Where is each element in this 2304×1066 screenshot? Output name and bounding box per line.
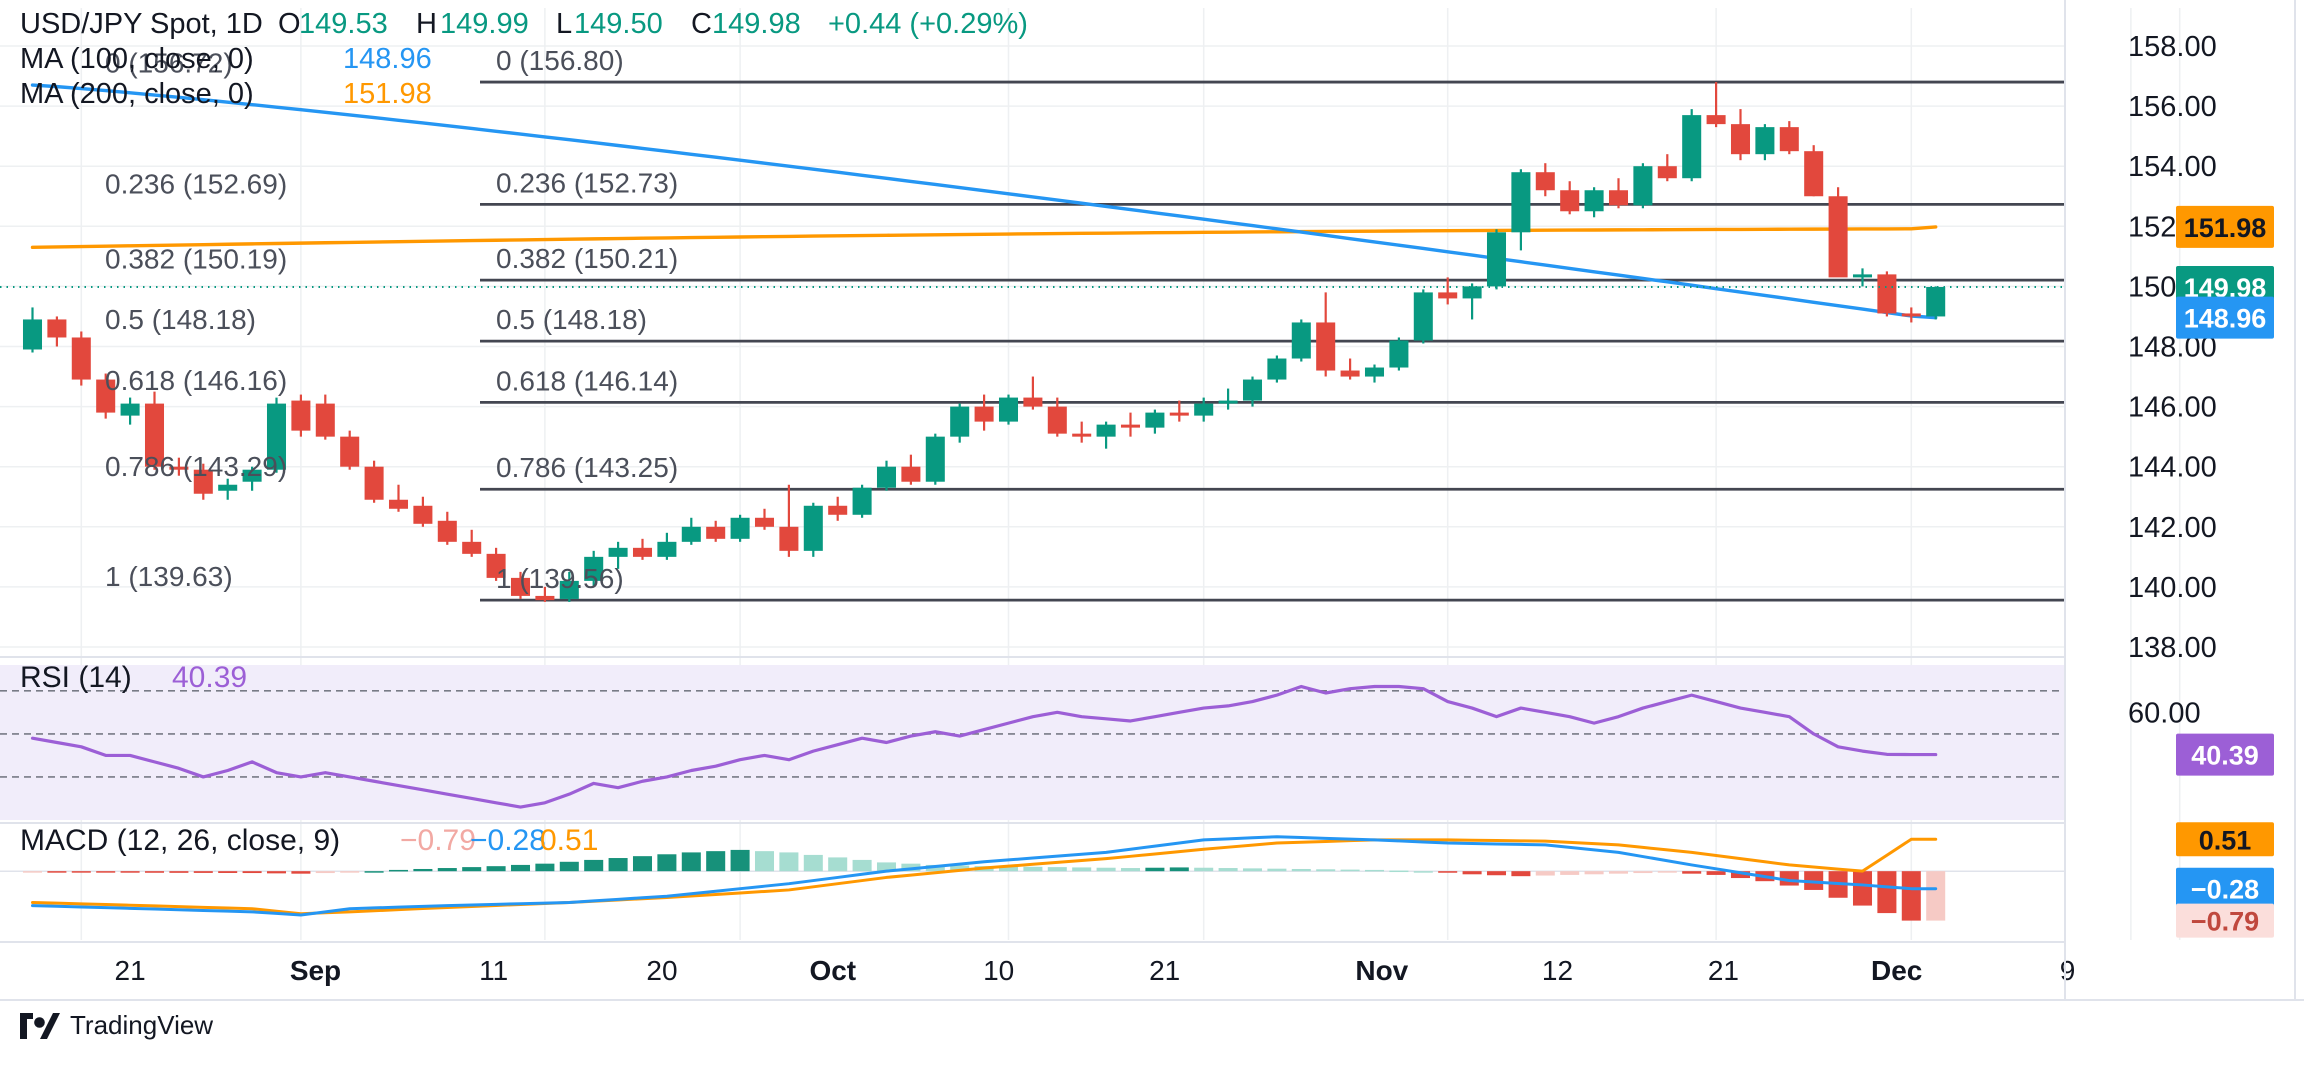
svg-text:149.98: 149.98 [712,8,801,40]
svg-text:1 (139.63): 1 (139.63) [105,561,233,592]
svg-text:21: 21 [1149,955,1180,986]
svg-text:0.5 (148.18): 0.5 (148.18) [105,304,256,335]
svg-text:149.50: 149.50 [574,8,663,40]
svg-text:140.00: 140.00 [2128,572,2217,604]
svg-text:156.00: 156.00 [2128,91,2217,123]
svg-text:0.382 (150.19): 0.382 (150.19) [105,244,287,275]
svg-text:60.00: 60.00 [2128,697,2201,729]
svg-text:148.96: 148.96 [343,43,432,75]
svg-text:MA (200, close, 0): MA (200, close, 0) [20,78,254,110]
svg-text:−0.28: −0.28 [470,824,546,857]
svg-text:−0.79: −0.79 [400,824,476,857]
svg-text:11: 11 [479,955,508,986]
svg-text:12: 12 [1542,955,1573,986]
svg-text:1 (139.56): 1 (139.56) [496,563,624,594]
svg-text:−0.79: −0.79 [2191,907,2259,937]
svg-text:USD/JPY Spot, 1D: USD/JPY Spot, 1D [20,8,263,40]
svg-text:0.786 (143.29): 0.786 (143.29) [105,451,287,482]
svg-text:138.00: 138.00 [2128,632,2217,664]
svg-text:148.96: 148.96 [2184,304,2267,334]
svg-text:21: 21 [115,955,146,986]
svg-text:Sep: Sep [290,955,341,986]
svg-text:+0.44 (+0.29%): +0.44 (+0.29%) [828,8,1028,40]
svg-text:0.236 (152.73): 0.236 (152.73) [496,167,678,198]
svg-text:146.00: 146.00 [2128,392,2217,424]
svg-text:−0.28: −0.28 [2191,875,2259,905]
svg-text:Nov: Nov [1355,955,1408,986]
svg-text:MACD (12, 26, close, 9): MACD (12, 26, close, 9) [20,824,340,857]
svg-text:0.382 (150.21): 0.382 (150.21) [496,243,678,274]
svg-text:151.98: 151.98 [343,78,432,110]
svg-text:H: H [416,8,437,40]
svg-text:149.99: 149.99 [440,8,529,40]
svg-text:0.51: 0.51 [540,824,598,857]
svg-text:Oct: Oct [809,955,856,986]
svg-text:10: 10 [983,955,1014,986]
svg-text:0.51: 0.51 [2199,825,2252,855]
svg-text:0.618 (146.14): 0.618 (146.14) [496,365,678,396]
svg-text:Dec: Dec [1871,955,1922,986]
svg-text:20: 20 [646,955,677,986]
svg-text:0.5 (148.18): 0.5 (148.18) [496,304,647,335]
svg-text:0.236 (152.69): 0.236 (152.69) [105,169,287,200]
svg-text:C: C [691,8,712,40]
svg-text:9: 9 [2060,955,2076,986]
svg-text:21: 21 [1708,955,1739,986]
svg-text:L: L [556,8,572,40]
svg-text:RSI (14): RSI (14) [20,661,132,694]
svg-text:O: O [278,8,301,40]
svg-text:154.00: 154.00 [2128,151,2217,183]
svg-text:158.00: 158.00 [2128,31,2217,63]
svg-text:151.98: 151.98 [2184,213,2267,243]
svg-text:0.618 (146.16): 0.618 (146.16) [105,365,287,396]
svg-text:144.00: 144.00 [2128,452,2217,484]
svg-text:40.39: 40.39 [172,661,247,694]
svg-text:149.53: 149.53 [299,8,388,40]
svg-text:MA (100, close, 0): MA (100, close, 0) [20,43,254,75]
svg-text:142.00: 142.00 [2128,512,2217,544]
svg-text:0 (156.80): 0 (156.80) [496,45,624,76]
svg-text:0.786 (143.25): 0.786 (143.25) [496,452,678,483]
svg-text:40.39: 40.39 [2191,741,2259,771]
